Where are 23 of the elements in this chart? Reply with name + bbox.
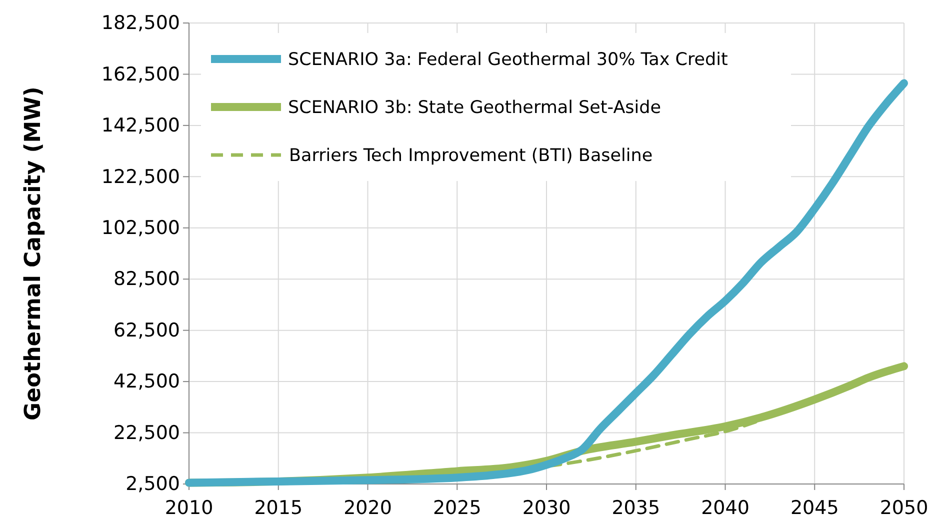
y-tick-label: 62,500 [114, 319, 180, 342]
y-tick-label: 42,500 [114, 370, 180, 393]
x-tick-label: 2050 [880, 496, 928, 519]
y-tick-label: 122,500 [101, 166, 180, 188]
x-tick-label: 2035 [612, 496, 660, 519]
x-tick-label: 2045 [790, 496, 839, 519]
y-tick-label: 2,500 [126, 473, 180, 496]
y-tick-label: 22,500 [114, 422, 180, 444]
legend-label: Barriers Tech Improvement (BTI) Baseline [289, 146, 653, 166]
x-tick-label: 2025 [432, 496, 482, 519]
y-tick-label: 142,500 [101, 114, 180, 137]
legend-label: SCENARIO 3b: State Geothermal Set-Aside [288, 98, 662, 118]
y-tick-label: 82,500 [114, 268, 180, 290]
x-tick-label: 2030 [522, 496, 571, 519]
y-tick-label: 102,500 [101, 216, 180, 239]
legend-label: SCENARIO 3a: Federal Geothermal 30% Tax Credit [288, 50, 728, 70]
x-tick-label: 2040 [701, 496, 750, 519]
y-tick-label: 162,500 [101, 63, 180, 86]
y-axis-title: Geothermal Capacity (MW) [21, 86, 46, 420]
y-tick-label: 182,500 [101, 12, 180, 34]
x-tick-label: 2015 [254, 496, 303, 519]
x-tick-label: 2020 [344, 496, 392, 519]
x-tick-label: 2010 [164, 496, 214, 519]
